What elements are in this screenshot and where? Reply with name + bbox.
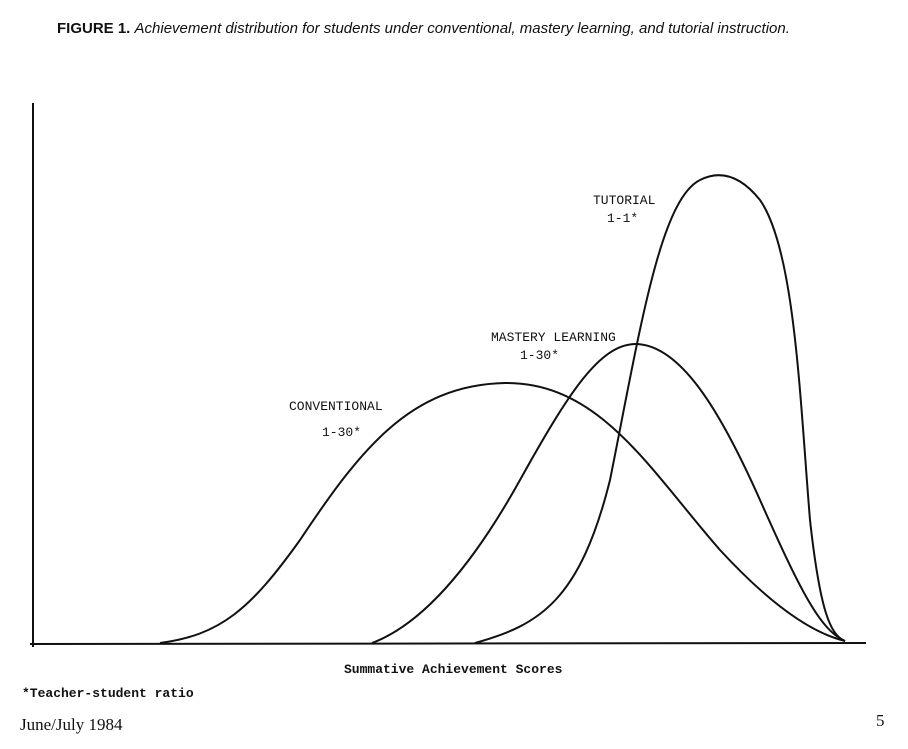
conventional-curve [159,381,846,644]
figure-label: FIGURE 1. [57,20,131,37]
footer-left: June/July 1984 [20,715,123,734]
curve-name: TUTORIAL [593,193,655,208]
x-axis-label: Summative Achievement Scores [344,662,563,677]
x-axis [29,642,867,645]
mastery-curve [371,342,846,644]
figure-caption: FIGURE 1. Achievement distribution for s… [57,19,857,38]
footnote: *Teacher-student ratio [22,686,194,701]
caption-text: Achievement distribution for students un… [134,20,790,37]
curve-ratio: 1-1* [607,211,638,226]
curve-name: MASTERY LEARNING [491,330,616,345]
curve-ratio: 1-30* [322,425,361,440]
page-number: 5 [876,711,885,730]
tutorial-curve [474,174,846,644]
curve-ratio: 1-30* [520,348,559,363]
curve-name: CONVENTIONAL [289,399,383,414]
